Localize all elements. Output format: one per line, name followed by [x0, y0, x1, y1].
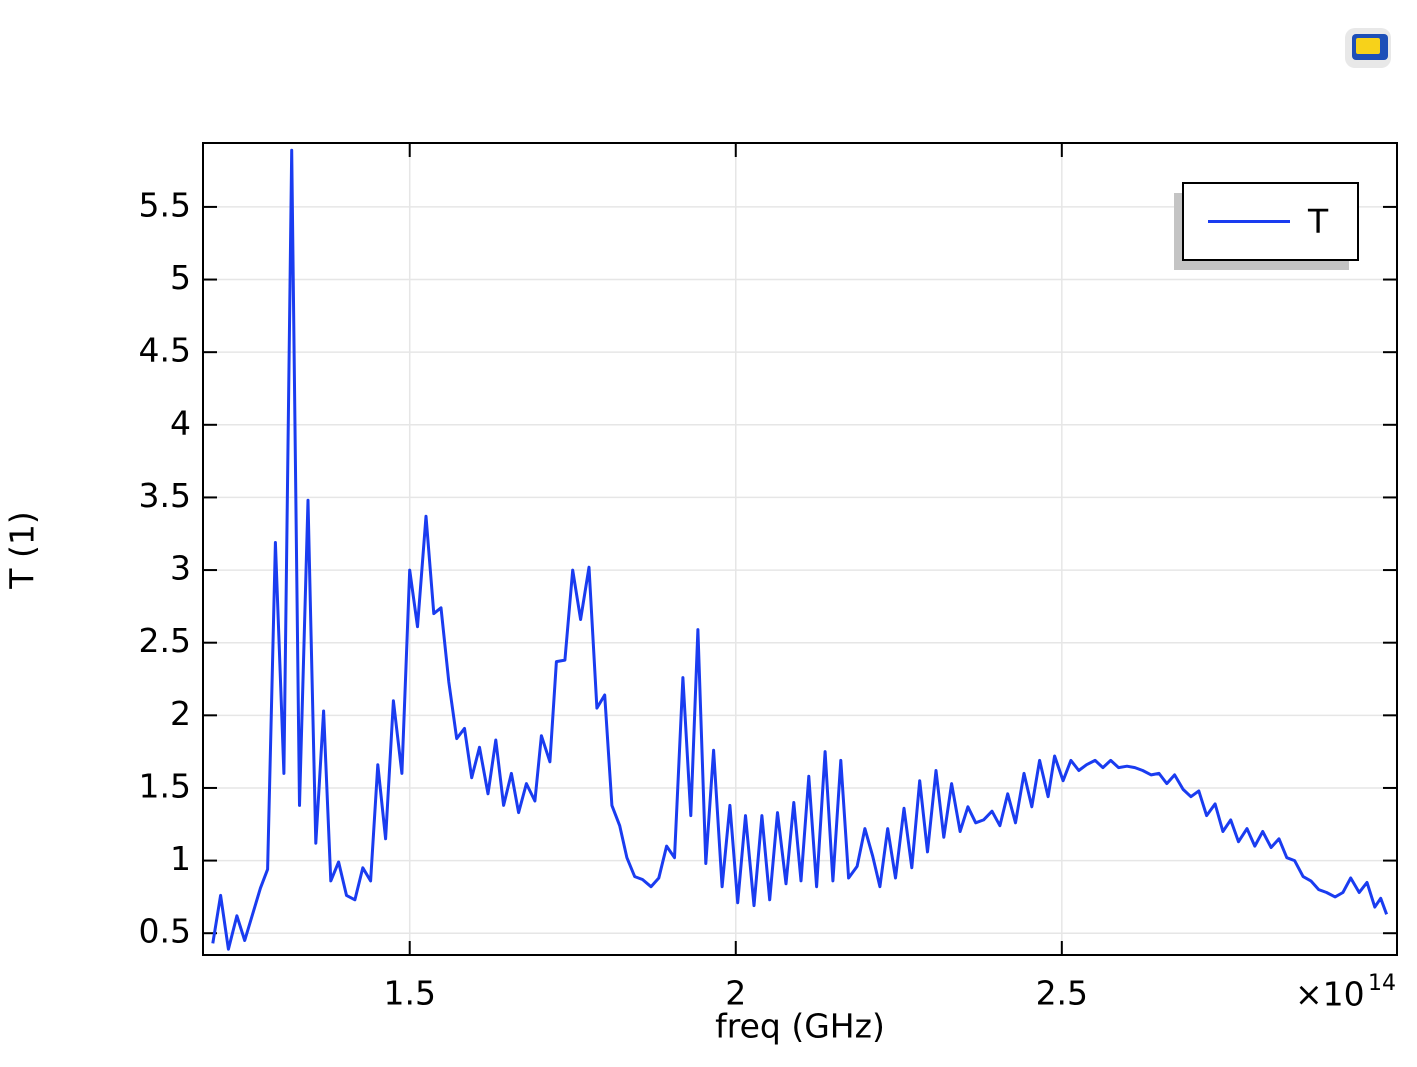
y-tick-label: 3.5 [139, 476, 191, 515]
legend-label: T [1307, 202, 1329, 241]
plot-area: 0.5 1 1.5 2 2.5 3 3.5 4 4.5 5 5.5 1.5 2 2.5 T [139, 142, 1398, 1013]
x-tick-label: 1.5 [383, 974, 435, 1013]
y-tick-label: 1.5 [139, 766, 191, 805]
y-tick-label: 4 [170, 403, 191, 442]
x-axis-label: freq (GHz) [715, 1007, 885, 1046]
x-multiplier: ×10 [1295, 975, 1365, 1014]
y-tick-label: 0.5 [139, 912, 191, 951]
x-tick-label: 2.5 [1036, 974, 1088, 1013]
data-line [211, 148, 1389, 951]
y-tick-label: 2.5 [139, 621, 191, 660]
y-axis-label: T (1) [3, 511, 42, 589]
app-icon [1345, 28, 1391, 68]
y-tick-label: 5.5 [139, 185, 191, 224]
y-tick-label: 5 [170, 258, 191, 297]
y-tick-label: 2 [170, 694, 191, 733]
plot-frame [202, 142, 1398, 956]
y-tick-label: 3 [170, 549, 191, 588]
y-tick-label: 1 [170, 839, 191, 878]
x-exponent: 14 [1368, 971, 1396, 996]
x-tick-label: 2 [725, 974, 746, 1013]
y-tick-label: 4.5 [139, 331, 191, 370]
